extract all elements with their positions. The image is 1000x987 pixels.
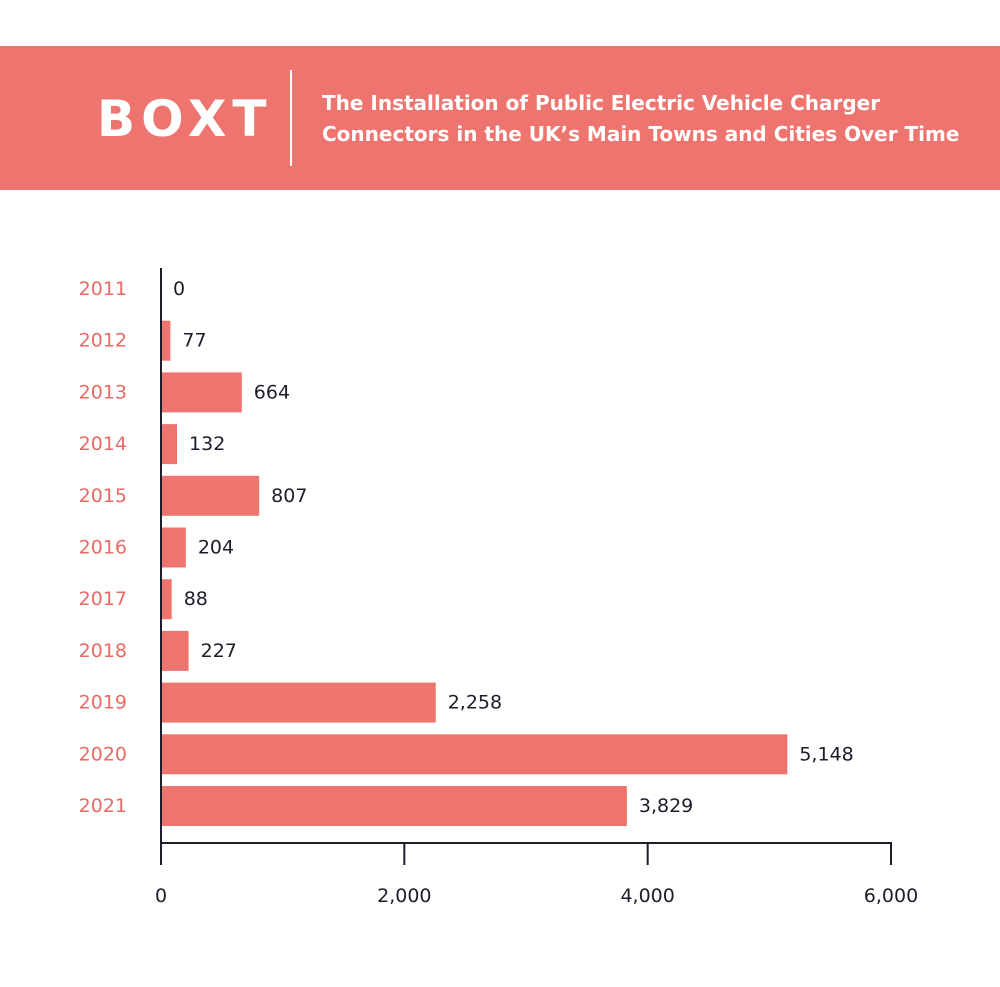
bar-2021 (161, 786, 627, 826)
value-label-2016: 204 (198, 537, 234, 559)
value-label-2019: 2,258 (448, 692, 502, 714)
chart-title-line-1: The Installation of Public Electric Vehi… (322, 91, 881, 115)
bar-2013 (161, 372, 242, 413)
category-label-2016: 2016 (79, 537, 127, 559)
boxt-logo: BOXT (97, 90, 273, 148)
category-label-2011: 2011 (79, 278, 127, 300)
bar-2014 (161, 424, 178, 465)
value-label-2020: 5,148 (799, 743, 853, 765)
category-label-2018: 2018 (79, 640, 127, 662)
bar-2020 (161, 734, 788, 775)
value-label-2011: 0 (173, 278, 185, 300)
value-label-2017: 88 (184, 588, 208, 610)
bar-2016 (161, 527, 186, 568)
x-tick-label-2000: 2,000 (377, 885, 431, 907)
category-label-2021: 2021 (79, 795, 127, 817)
value-label-2021: 3,829 (639, 795, 693, 817)
bar-2019 (161, 682, 436, 723)
category-label-2014: 2014 (79, 433, 127, 455)
x-tick-label-0: 0 (155, 885, 167, 907)
category-label-2012: 2012 (79, 330, 127, 352)
category-label-2019: 2019 (79, 692, 127, 714)
value-label-2018: 227 (201, 640, 237, 662)
category-label-2020: 2020 (79, 743, 127, 765)
value-label-2012: 77 (182, 330, 206, 352)
category-label-2015: 2015 (79, 485, 127, 507)
category-label-2017: 2017 (79, 588, 127, 610)
value-label-2015: 807 (271, 485, 307, 507)
x-tick-label-6000: 6,000 (864, 885, 918, 907)
header-banner: BOXT The Installation of Public Electric… (0, 46, 1000, 190)
bar-2015 (161, 475, 260, 516)
category-label-2013: 2013 (79, 381, 127, 403)
bar-2018 (161, 630, 189, 671)
value-label-2013: 664 (254, 381, 290, 403)
chart-title-line-2: Connectors in the UK’s Main Towns and Ci… (322, 122, 960, 146)
bar-2017 (161, 579, 172, 620)
value-label-2014: 132 (189, 433, 225, 455)
chart-title: The Installation of Public Electric Vehi… (322, 88, 982, 150)
x-tick-label-4000: 4,000 (620, 885, 674, 907)
header-divider (290, 70, 292, 166)
bar-2012 (161, 320, 171, 361)
